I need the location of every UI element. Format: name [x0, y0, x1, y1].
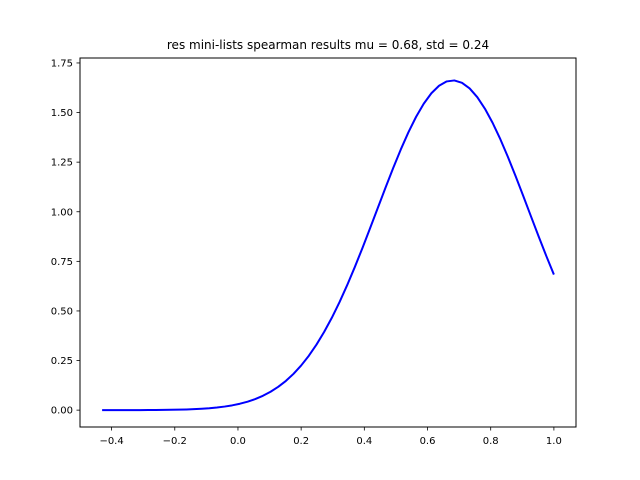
x-axis: −0.4 −0.2 0.0 0.2 0.4 0.6 0.8 1.0	[99, 427, 562, 447]
y-tick-label: 0.50	[51, 306, 73, 317]
x-tick-label: 0.6	[420, 436, 436, 447]
axes-frame	[79, 57, 577, 428]
y-tick-label: 0.00	[51, 406, 73, 417]
y-axis: 0.00 0.25 0.50 0.75 1.00 1.25 1.50 1.75	[51, 58, 80, 417]
y-tick-label: 1.25	[51, 158, 73, 169]
x-tick-label: −0.4	[99, 436, 123, 447]
y-tick-label: 1.00	[51, 207, 73, 218]
x-tick-label: 0.4	[356, 436, 372, 447]
y-tick-label: 1.75	[51, 58, 73, 69]
plot-area	[102, 79, 555, 412]
chart-title: res mini-lists spearman results mu = 0.6…	[167, 38, 489, 52]
x-tick-label: −0.2	[163, 436, 187, 447]
y-tick-label: 0.25	[51, 356, 73, 367]
x-tick-label: 0.8	[483, 436, 499, 447]
y-tick-label: 1.50	[51, 108, 73, 119]
x-tick-label: 0.0	[230, 436, 246, 447]
x-tick-label: 1.0	[546, 436, 562, 447]
x-tick-label: 0.2	[293, 436, 309, 447]
y-tick-label: 0.75	[51, 257, 73, 268]
series-line	[102, 79, 555, 412]
